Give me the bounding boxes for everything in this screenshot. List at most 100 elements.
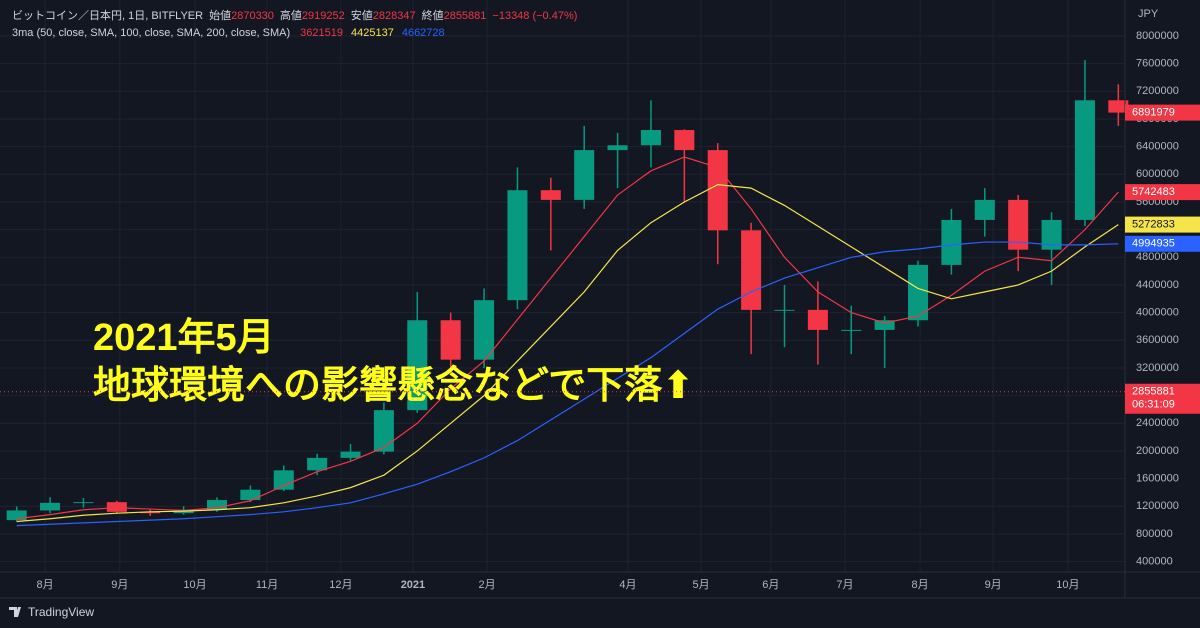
moving-average <box>16 184 1119 523</box>
indicator: 3ma (50, close, SMA, 100, close, SMA, 20… <box>12 27 290 39</box>
candle-body <box>1041 219 1062 250</box>
annotation: 地球環境への影響懸念などで下落⬆ <box>93 364 694 407</box>
candle-body <box>841 329 862 331</box>
candle-body <box>307 457 328 471</box>
price-tag <box>1125 383 1200 414</box>
y-tick-label: 800000 <box>1136 528 1173 540</box>
grid <box>0 0 1125 572</box>
candle-body <box>774 309 795 311</box>
y-tick-label: 3600000 <box>1136 334 1179 346</box>
x-tick-label: 2月 <box>478 579 495 591</box>
candle-body <box>607 145 628 151</box>
low-value: 2828347 <box>373 10 416 22</box>
candle-body <box>1008 199 1029 250</box>
candle-body <box>106 502 127 512</box>
brand: TradingView <box>28 605 94 619</box>
price-tag-label: 5272833 <box>1132 218 1175 230</box>
y-tick-label: 1200000 <box>1136 500 1179 512</box>
x-tick-label: 8月 <box>37 579 54 591</box>
low-label: 安値 <box>351 8 373 22</box>
x-tick-label: 8月 <box>911 579 928 591</box>
candle-body <box>741 230 762 310</box>
symbol: ビットコイン／日本円, 1日, BITFLYER <box>12 8 203 22</box>
price-tag-label: 6891979 <box>1132 107 1175 119</box>
price-tag-label: 2855881 <box>1132 386 1175 398</box>
y-tick-label: 7200000 <box>1136 85 1179 97</box>
y-tick-label: 4400000 <box>1136 279 1179 291</box>
x-tick-label: 10月 <box>1056 579 1079 591</box>
candle-body <box>908 264 929 321</box>
countdown: 06:31:09 <box>1132 399 1175 411</box>
x-tick-label: 11月 <box>256 579 278 591</box>
x-tick-label: 4月 <box>619 579 636 591</box>
x-tick-label: 2021 <box>401 579 425 591</box>
close-value: 2855881 <box>444 10 487 22</box>
price-tag <box>1125 184 1200 201</box>
candle-body <box>340 451 361 458</box>
candle-body <box>540 190 561 200</box>
y-tick-label: 6000000 <box>1136 168 1179 180</box>
plot <box>6 60 1129 527</box>
y-tick-label: 8000000 <box>1136 30 1179 42</box>
indicator-line: 3ma (50, close, SMA, 100, close, SMA, 20… <box>12 27 445 39</box>
moving-average <box>16 156 1119 520</box>
x-tick-label: 10月 <box>183 579 206 591</box>
candle-body <box>273 470 294 490</box>
y-tick-label: 7600000 <box>1136 58 1179 70</box>
candle-body <box>240 489 261 501</box>
high-label: 高値 <box>280 8 302 22</box>
y-tick-label: 2000000 <box>1136 445 1179 457</box>
candle-body <box>874 320 895 330</box>
moving-average <box>16 241 1119 527</box>
candle-body <box>206 500 228 510</box>
candle-body <box>40 502 61 511</box>
x-tick-label: 7月 <box>836 579 853 591</box>
legend-line: ビットコイン／日本円, 1日, BITFLYER 始値2870330 高値29192… <box>12 8 577 22</box>
currency-label: JPY <box>1138 8 1159 20</box>
candle-body <box>640 130 661 146</box>
y-tick-label: 6400000 <box>1136 141 1179 153</box>
open-label: 始値 <box>209 8 231 22</box>
annotation: 2021年5月 <box>93 317 275 359</box>
x-tick-label: 9月 <box>111 579 128 591</box>
candle-body <box>73 502 94 504</box>
x-tick-label: 6月 <box>762 579 779 591</box>
candle-body <box>373 410 394 452</box>
y-tick-label: 400000 <box>1136 556 1173 568</box>
y-tick-label: 4000000 <box>1136 307 1179 319</box>
candle-body <box>407 320 428 411</box>
ma-value: 3621519 <box>300 27 343 39</box>
candle-body <box>6 510 27 521</box>
candle-body <box>674 130 695 151</box>
y-tick-label: 2400000 <box>1136 417 1179 429</box>
candle-body <box>1108 100 1129 113</box>
x-tick-label: 9月 <box>985 579 1002 591</box>
candle-body <box>707 150 728 231</box>
y-tick-label: 3200000 <box>1136 362 1179 374</box>
close-label: 終値 <box>422 8 444 22</box>
price-tag <box>1125 104 1200 121</box>
x-tick-label: 5月 <box>692 579 709 591</box>
price-tag <box>1125 235 1200 252</box>
ma-value: 4425137 <box>351 27 394 39</box>
candle-body <box>974 199 995 220</box>
high-value: 2919252 <box>302 10 345 22</box>
ma-value: 4662728 <box>402 27 445 39</box>
candle-body <box>140 511 161 514</box>
y-tick-label: 1600000 <box>1136 473 1179 485</box>
logo-icon <box>9 607 21 617</box>
candle-body <box>440 320 461 360</box>
y-tick-label: 4800000 <box>1136 251 1179 263</box>
x-tick-label: 12月 <box>329 579 352 591</box>
candle-body <box>807 309 828 330</box>
candle-body <box>1074 100 1095 220</box>
candle-body <box>941 219 962 265</box>
price-tag <box>1125 216 1200 233</box>
open-value: 2870330 <box>231 10 274 22</box>
price-tag-label: 5742483 <box>1132 186 1175 198</box>
logo: TradingView <box>9 605 94 619</box>
change: −13348 (−0.47%) <box>492 10 577 22</box>
candle-body <box>474 300 495 360</box>
